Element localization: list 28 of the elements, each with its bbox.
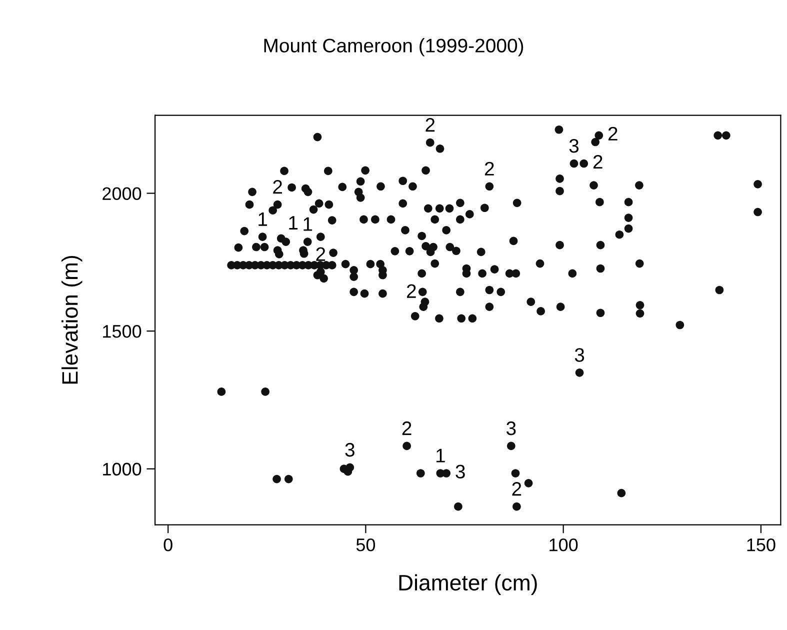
annotation: 1 xyxy=(436,448,445,462)
annotation: 3 xyxy=(345,442,354,457)
y-tick-label: 1500 xyxy=(103,324,142,338)
x-tick-label: 150 xyxy=(747,538,776,552)
annotation: 2 xyxy=(273,180,282,194)
x-tick-label: 0 xyxy=(164,538,172,552)
annotation: 1 xyxy=(304,217,312,231)
annotation: 2 xyxy=(316,247,326,261)
annotation: 3 xyxy=(569,138,579,153)
x-tick-label: 50 xyxy=(356,538,376,552)
y-axis-title: Elevation (m) xyxy=(62,256,82,384)
annotation: 2 xyxy=(406,284,416,298)
annotation: 2 xyxy=(484,162,494,176)
annotation: 1 xyxy=(258,212,268,226)
annotation: 3 xyxy=(506,421,516,436)
y-tick-label: 1000 xyxy=(103,462,142,476)
chart-title: Mount Cameroon (1999-2000) xyxy=(264,38,524,56)
annotation: 2 xyxy=(426,118,435,132)
annotation: 3 xyxy=(456,464,465,478)
annotation: 1 xyxy=(289,216,298,230)
x-tick-label: 100 xyxy=(550,538,578,552)
annotation: 2 xyxy=(512,482,522,496)
annotation: 2 xyxy=(593,154,602,169)
annotation: 2 xyxy=(402,421,412,436)
x-axis-title: Diameter (cm) xyxy=(399,574,537,595)
annotation: 3 xyxy=(574,348,584,362)
y-tick-label: 2000 xyxy=(102,187,142,200)
annotation: 2 xyxy=(608,126,618,140)
